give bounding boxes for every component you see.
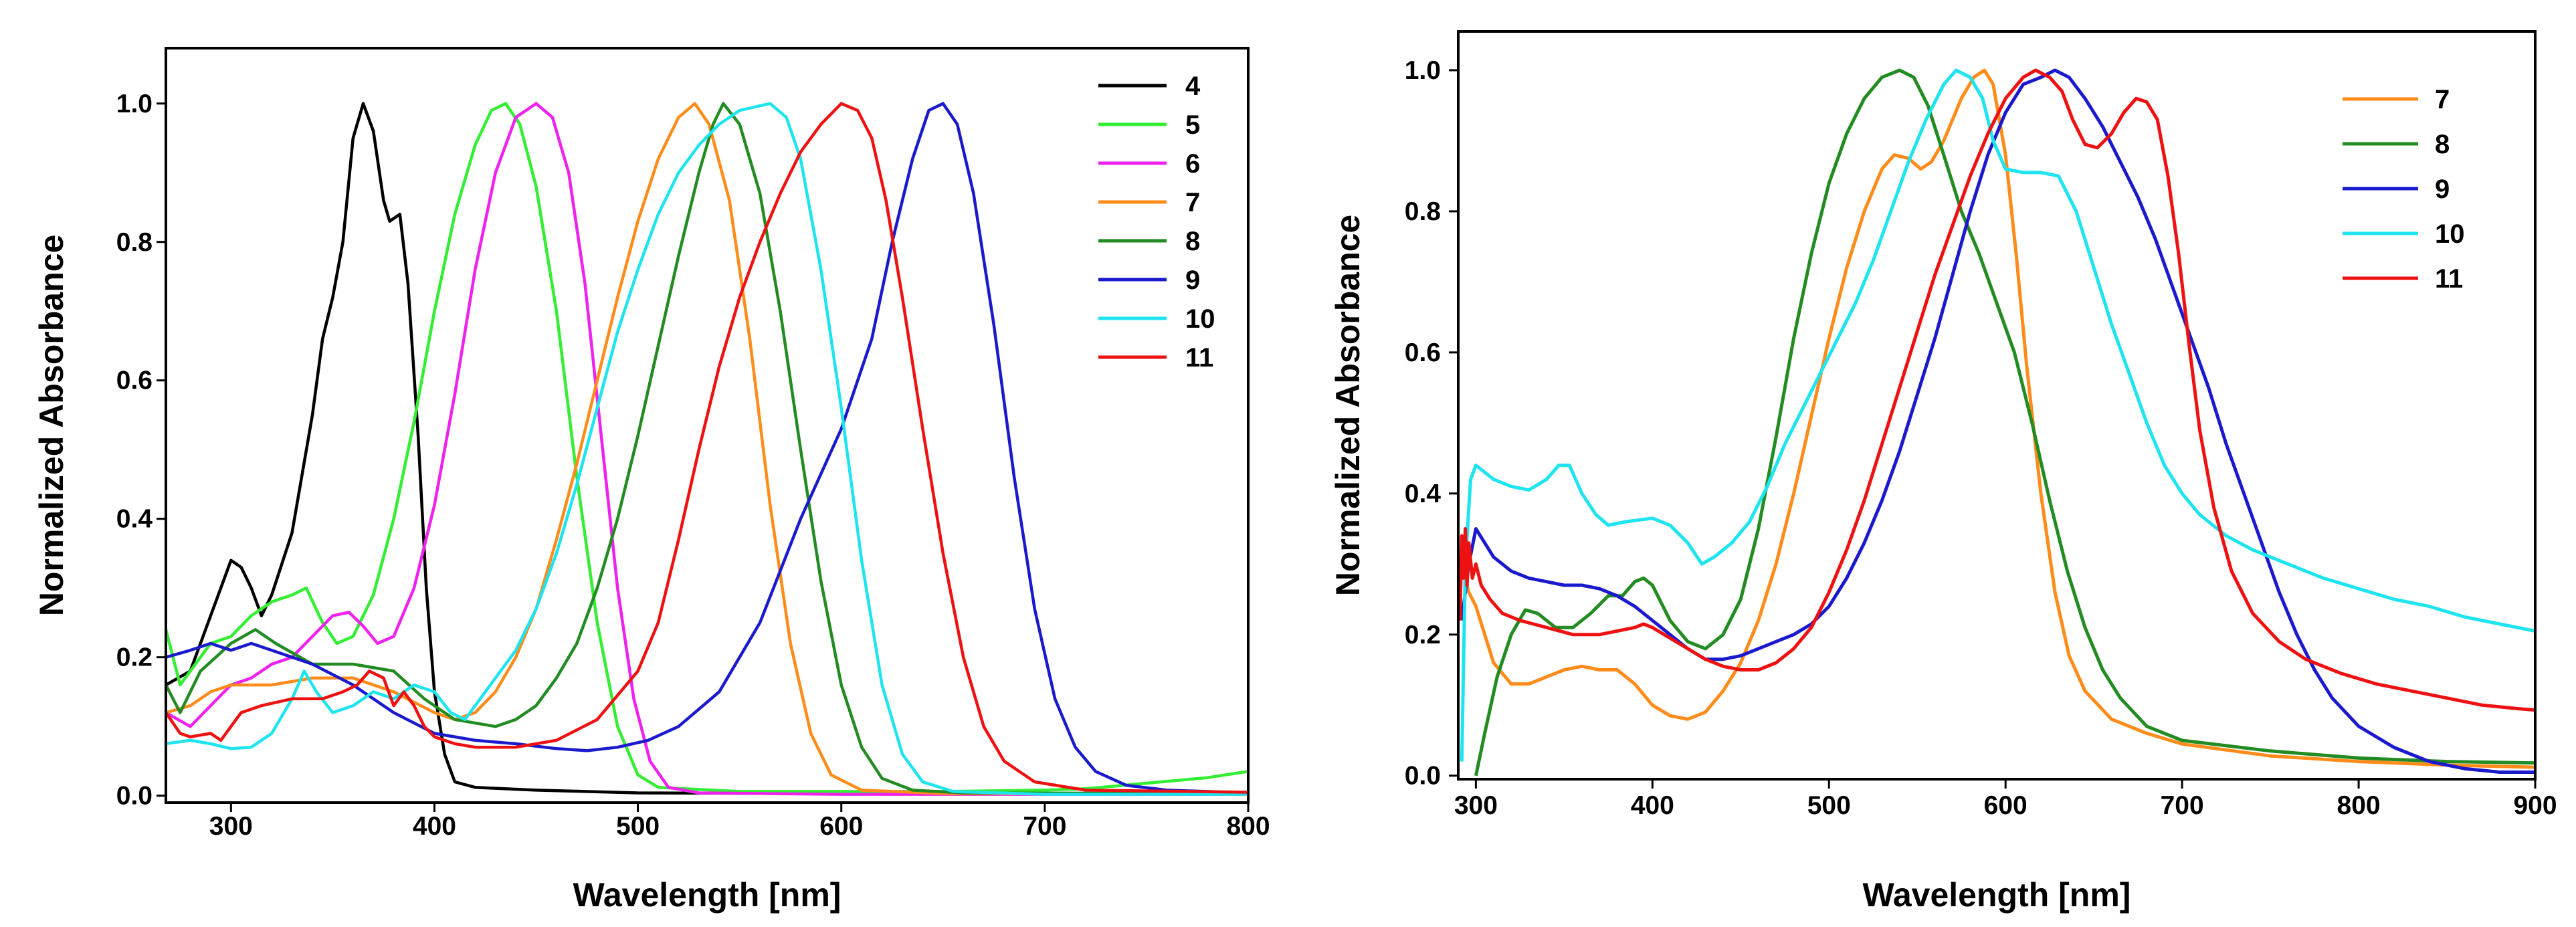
x-tick-label: 700 <box>2161 791 2204 820</box>
left-absorbance-chart: 300 400 500 600 700 800 0.0 0.2 0.4 0.6 0.8 1.0 Wave… <box>33 47 1270 914</box>
y-axis-title: Normalized Absorbance <box>33 235 70 617</box>
series-line-6 <box>166 102 1248 796</box>
plot-area <box>1458 68 2535 777</box>
y-tick-label: 1.0 <box>116 90 153 118</box>
legend-label-11: 11 <box>1185 343 1213 373</box>
x-tick-label: 700 <box>1023 812 1066 841</box>
y-tick-label: 1.0 <box>1405 56 1441 85</box>
y-tick-label: 0.2 <box>116 643 153 672</box>
series-line-10 <box>1460 68 2535 762</box>
x-axis-title: Wavelength [nm] <box>1863 876 2131 914</box>
series-line-8 <box>166 102 1248 795</box>
x-tick-label: 600 <box>819 812 863 841</box>
legend-label-11: 11 <box>2435 264 2463 294</box>
x-tick-label: 600 <box>1984 791 2027 820</box>
y-tick-label: 0.0 <box>116 782 153 811</box>
series-line-7 <box>166 102 1248 796</box>
y-tick-label: 0.8 <box>1405 197 1441 226</box>
y-tick-label: 0.6 <box>1405 338 1441 367</box>
legend-label-5: 5 <box>1185 110 1200 140</box>
legend-label-4: 4 <box>1185 72 1201 101</box>
series-line-7 <box>1460 68 2535 769</box>
series-line-4 <box>166 102 1248 796</box>
y-tick-label: 0.0 <box>1405 762 1441 791</box>
legend-label-8: 8 <box>2435 130 2450 159</box>
x-tick-label: 300 <box>1454 791 1498 820</box>
right-absorbance-chart: 300 400 500 600 700 800 900 0.0 0.2 0.4 0.6 0.8 1.0 W… <box>1329 30 2557 914</box>
plot-frame <box>165 47 1250 804</box>
y-tick-label: 0.8 <box>116 228 153 257</box>
x-tick-label: 500 <box>616 812 660 841</box>
legend-label-8: 8 <box>1185 227 1200 256</box>
legend: 4 5 6 7 8 9 10 11 <box>1098 72 1215 373</box>
x-tick-label: 400 <box>1631 791 1674 820</box>
legend-label-10: 10 <box>1185 304 1215 334</box>
series-line-10 <box>166 102 1248 796</box>
x-axis-title: Wavelength [nm] <box>573 876 841 914</box>
legend-label-9: 9 <box>1185 266 1200 295</box>
legend: 7 8 9 10 11 <box>2343 85 2465 294</box>
series-line-5 <box>166 102 1248 793</box>
plot-frame <box>1457 30 2537 781</box>
y-axis-title: Normalized Absorbance <box>1329 215 1367 597</box>
y-tick-label: 0.2 <box>1405 621 1441 649</box>
y-tick-label: 0.4 <box>1405 480 1442 508</box>
x-tick-label: 300 <box>209 812 253 841</box>
series-line-8 <box>1474 68 2535 777</box>
plot-area <box>166 102 1248 796</box>
x-tick-label: 800 <box>2337 791 2381 820</box>
legend-label-9: 9 <box>2435 175 2450 204</box>
series-line-11 <box>1458 68 2535 712</box>
series-line-9 <box>166 102 1248 795</box>
legend-label-6: 6 <box>1185 149 1200 179</box>
series-line-11 <box>166 102 1248 794</box>
x-tick-label: 400 <box>413 812 456 841</box>
y-tick-label: 0.4 <box>116 505 153 534</box>
legend-label-7: 7 <box>2435 85 2450 114</box>
y-tick-label: 0.6 <box>116 367 153 395</box>
x-tick-label: 500 <box>1807 791 1851 820</box>
x-tick-label: 800 <box>1226 812 1270 841</box>
legend-label-10: 10 <box>2435 219 2465 249</box>
x-tick-label: 900 <box>2513 791 2557 820</box>
legend-label-7: 7 <box>1185 188 1200 217</box>
series-line-9 <box>1460 68 2535 774</box>
